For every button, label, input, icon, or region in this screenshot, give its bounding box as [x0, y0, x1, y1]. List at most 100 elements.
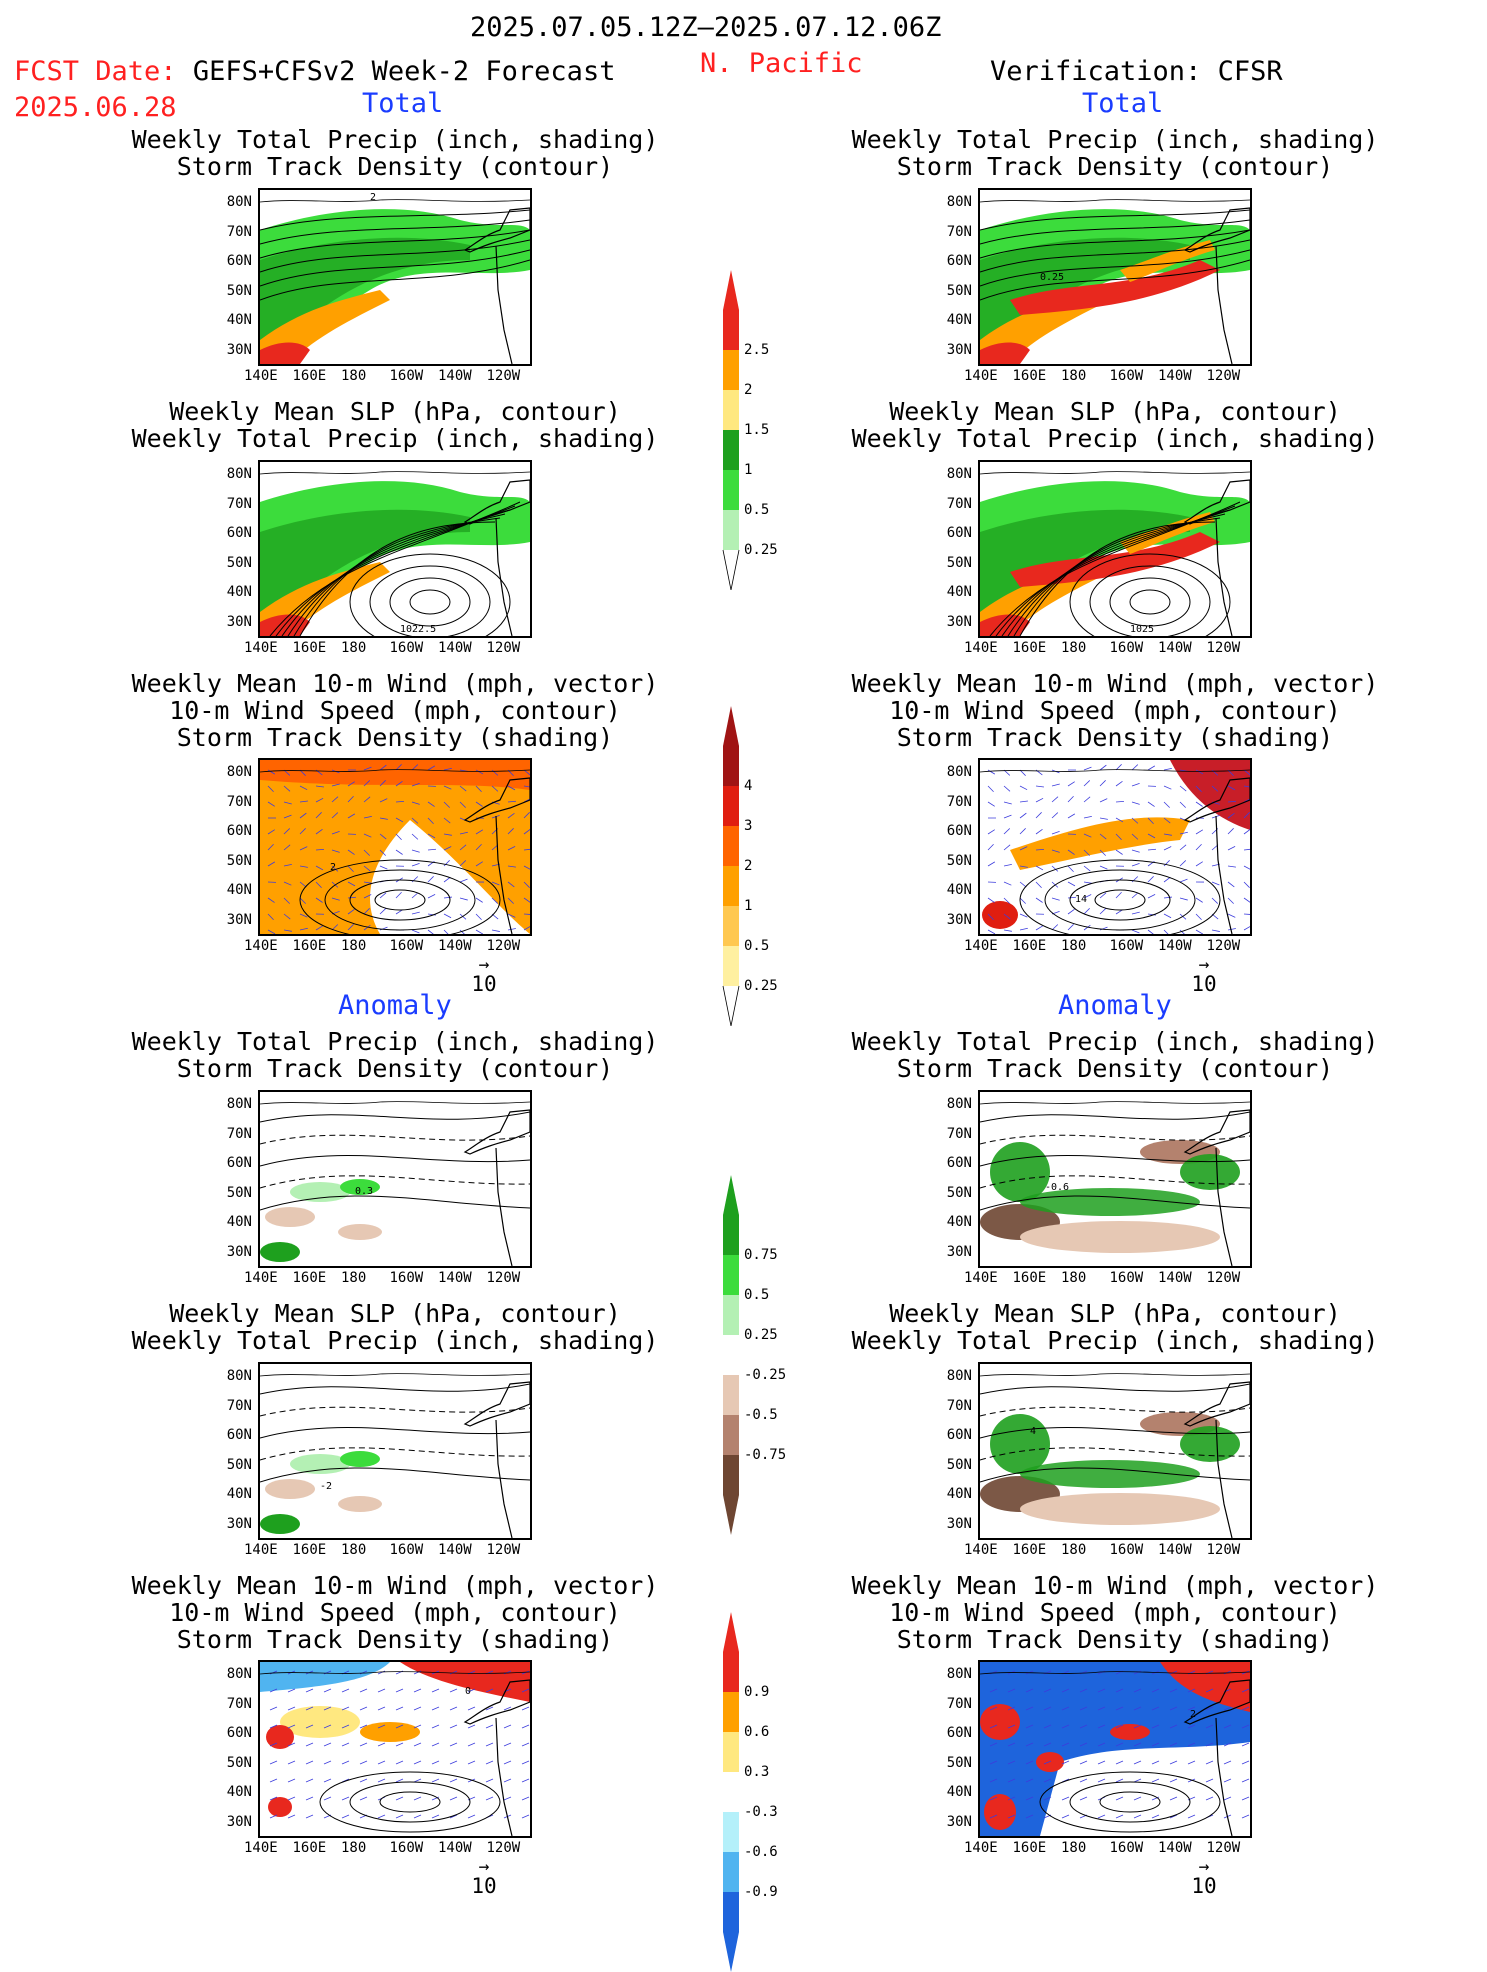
colorbar-label: -0.9: [744, 1884, 778, 1900]
lat-tick-label: 80N: [212, 466, 252, 482]
lat-tick-label: 80N: [212, 194, 252, 210]
fcst-date: 2025.06.28: [14, 92, 177, 123]
lon-tick-label: 140W: [1158, 640, 1192, 656]
contour-label: 0.25: [1040, 272, 1064, 283]
lon-tick-label: 120W: [487, 368, 521, 384]
lon-tick-label: 180: [341, 1840, 366, 1856]
lat-tick-label: 50N: [932, 555, 972, 571]
section-total-right: Total: [1082, 88, 1163, 119]
panel-title-line: Weekly Mean SLP (hPa, contour): [35, 398, 755, 425]
panel-title-line: Storm Track Density (shading): [35, 1626, 755, 1653]
lat-tick-label: 60N: [212, 525, 252, 541]
panel-title-line: Weekly Mean SLP (hPa, contour): [35, 1300, 755, 1327]
colorbar-label: -0.3: [744, 1804, 778, 1820]
colorbar-segment: [723, 1295, 739, 1335]
anom-dry: [1020, 1221, 1220, 1253]
lon-tick-label: 160E: [293, 1542, 327, 1558]
colorbar-label: -0.5: [744, 1407, 778, 1423]
colorbar-top-arrow: [723, 706, 739, 746]
lon-tick-label: 140W: [1158, 1542, 1192, 1558]
lat-tick-label: 60N: [212, 1427, 252, 1443]
high-pressure-contour: [410, 590, 450, 614]
lat-tick-label: 30N: [212, 1516, 252, 1532]
colorbar-segment: [723, 1652, 739, 1692]
lon-tick-label: 140E: [244, 1542, 278, 1558]
panel-title: Weekly Total Precip (inch, shading)Storm…: [35, 126, 755, 180]
lat-tick-label: 70N: [212, 224, 252, 240]
lon-tick-label: 120W: [487, 1840, 521, 1856]
anom-wet: [990, 1414, 1050, 1474]
lon-tick-label: 120W: [1207, 368, 1241, 384]
lon-tick-label: 160W: [1110, 368, 1144, 384]
lat-tick-label: 40N: [212, 1784, 252, 1800]
colorbar-storm_total: [722, 706, 740, 1026]
anom-wet: [340, 1451, 380, 1467]
panel-title-line: Storm Track Density (shading): [35, 724, 755, 751]
lon-tick-label: 160W: [1110, 1840, 1144, 1856]
map-svg: -0.6: [980, 1092, 1250, 1266]
colorbar-label: 1.5: [744, 422, 769, 438]
lat-tick-label: 80N: [212, 1096, 252, 1112]
contour-label: 1025: [1130, 624, 1154, 635]
contour-label: 4: [1030, 1426, 1036, 1437]
panel-title-line: Weekly Mean SLP (hPa, contour): [755, 398, 1475, 425]
date-range-title: 2025.07.05.12Z–2025.07.12.06Z: [470, 12, 941, 43]
vector-ref-value: 10: [1191, 972, 1216, 996]
anom-positive: [984, 1794, 1016, 1830]
contour-label: 0.3: [355, 1186, 373, 1197]
lat-tick-label: 60N: [212, 1725, 252, 1741]
lat-tick-label: 70N: [212, 1398, 252, 1414]
colorbar-segment: [723, 826, 739, 866]
colorbar-svg: [722, 270, 740, 590]
contour-label: 2: [370, 192, 376, 203]
lat-tick-label: 80N: [212, 1368, 252, 1384]
colorbar-segment: [723, 1455, 739, 1495]
lat-tick-label: 80N: [212, 1666, 252, 1682]
vector-ref-arrow: →: [464, 958, 504, 972]
lat-tick-label: 80N: [932, 194, 972, 210]
map-svg: 2: [980, 1662, 1250, 1836]
lat-tick-label: 50N: [932, 283, 972, 299]
coastline: [980, 200, 1250, 202]
panel-title-line: Weekly Mean 10-m Wind (mph, vector): [35, 1572, 755, 1599]
anom-positive: [1110, 1724, 1150, 1740]
lon-tick-label: 140W: [438, 1542, 472, 1558]
lon-tick-label: 120W: [1207, 938, 1241, 954]
contour-label: 2: [330, 862, 336, 873]
lon-tick-label: 160W: [390, 1840, 424, 1856]
lat-tick-label: 40N: [212, 882, 252, 898]
map-panel-v-anom-slp: 4: [978, 1362, 1252, 1540]
panel-title-line: Weekly Total Precip (inch, shading): [755, 126, 1475, 153]
map-panel-f-anom-precip: 0.3: [258, 1090, 532, 1268]
lat-tick-label: 60N: [932, 823, 972, 839]
lat-tick-label: 50N: [212, 555, 252, 571]
lat-tick-label: 80N: [932, 1666, 972, 1682]
panel-title-line: Weekly Total Precip (inch, shading): [35, 126, 755, 153]
colorbar-label: 0.75: [744, 1247, 778, 1263]
panel-title: Weekly Mean SLP (hPa, contour)Weekly Tot…: [755, 398, 1475, 452]
lon-tick-label: 120W: [1207, 640, 1241, 656]
section-total-left: Total: [362, 88, 443, 119]
lat-tick-label: 80N: [932, 1096, 972, 1112]
map-svg: 14: [980, 760, 1250, 934]
map-svg: 1022.5: [260, 462, 530, 636]
colorbar-segment: [723, 786, 739, 826]
lat-tick-label: 50N: [212, 1185, 252, 1201]
map-panel-f-tot-wind: 2: [258, 758, 532, 936]
lon-tick-label: 160E: [293, 1840, 327, 1856]
map-svg: 2: [260, 760, 530, 934]
vector-reference: →10: [1184, 1860, 1224, 1898]
lon-tick-label: 140W: [1158, 1840, 1192, 1856]
lon-tick-label: 140W: [438, 640, 472, 656]
colorbar-top-arrow: [723, 270, 739, 310]
panel-title-line: Storm Track Density (contour): [755, 153, 1475, 180]
colorbar-segment: [723, 746, 739, 786]
colorbar-svg: [722, 1612, 740, 1972]
vector-ref-arrow: →: [1184, 1860, 1224, 1874]
lon-tick-label: 180: [341, 938, 366, 954]
panel-title-line: Storm Track Density (contour): [755, 1055, 1475, 1082]
lat-tick-label: 70N: [932, 1126, 972, 1142]
map-panel-v-tot-slp: 1025: [978, 460, 1252, 638]
vector-ref-value: 10: [471, 1874, 496, 1898]
lat-tick-label: 60N: [932, 253, 972, 269]
